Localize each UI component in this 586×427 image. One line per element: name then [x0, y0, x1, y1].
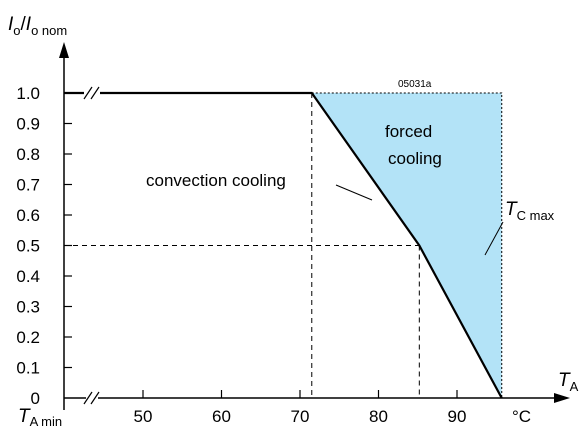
y-tick-label: 0.6	[16, 206, 40, 225]
series-line-convection-cooling	[64, 91, 503, 399]
x-axis-arrow	[554, 393, 570, 403]
forced-cooling-label-line1: forced	[385, 122, 432, 141]
tc-max-leader	[484, 221, 504, 256]
y-tick-label: 0.4	[16, 267, 40, 286]
y-tick-label: 0.2	[16, 328, 40, 347]
y-tick-label: 0.5	[16, 237, 40, 256]
x-axis-label: TA	[558, 370, 579, 394]
x-tick-label: 60	[212, 407, 231, 426]
x-tick-label: 80	[369, 407, 388, 426]
y-tick-label: 0.8	[16, 145, 40, 164]
x-ticks: 50 60 70 80 90	[134, 390, 467, 426]
y-tick-label: 0.7	[16, 176, 40, 195]
reference-lines	[64, 93, 420, 398]
figure-code: 05031a	[398, 79, 432, 90]
forced-cooling-border	[311, 92, 503, 398]
y-tick-label: 1.0	[16, 84, 40, 103]
y-tick-label: 0.3	[16, 298, 40, 317]
curve-break	[83, 85, 100, 101]
x-tick-label: 70	[291, 407, 310, 426]
forced-cooling-region	[311, 93, 502, 398]
y-tick-label: 0.9	[16, 115, 40, 134]
x-unit-label: °C	[512, 407, 531, 426]
x-tick-label: 50	[134, 407, 153, 426]
y-axis-label: Io/Io nom	[8, 14, 67, 38]
forced-cooling-label-line2: cooling	[388, 149, 442, 168]
tc-max-label: TC max	[505, 199, 555, 223]
y-ticks: 1.0 0.9 0.8 0.7 0.6 0.5 0.4 0.3 0.2 0.1 0	[16, 84, 72, 408]
x-tick-label: 90	[448, 407, 467, 426]
x-start-label: TA min	[18, 406, 62, 427]
y-tick-label: 0	[31, 389, 40, 408]
convection-cooling-label: convection cooling	[146, 171, 286, 190]
convection-cooling-leader	[335, 184, 373, 201]
y-axis-arrow	[59, 42, 69, 58]
x-axis-break	[83, 390, 100, 406]
y-tick-label: 0.1	[16, 359, 40, 378]
